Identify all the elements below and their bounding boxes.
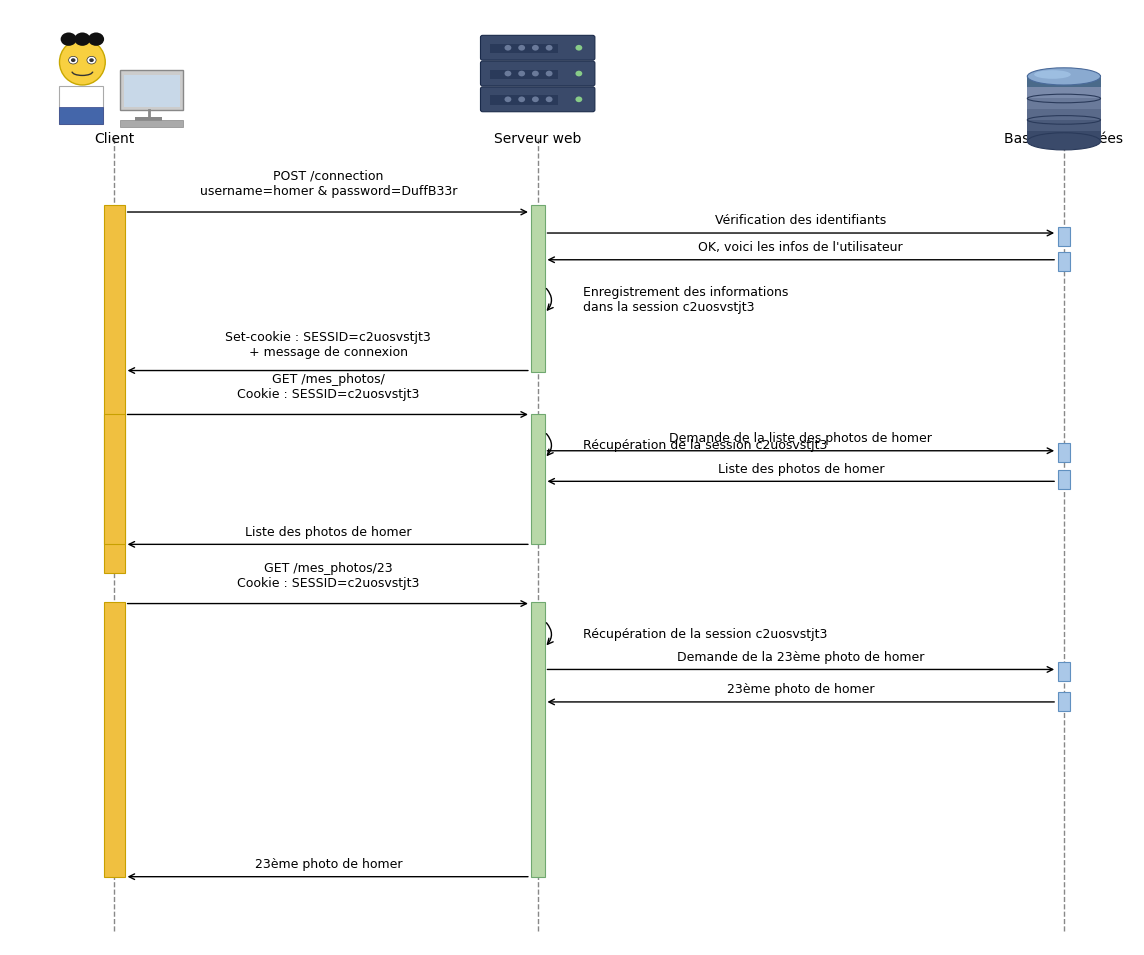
Text: POST /connection
username=homer & password=DuffB33r: POST /connection username=homer & passwo…	[200, 170, 456, 198]
Bar	[490, 96, 558, 105]
Bar	[531, 205, 545, 372]
Bar	[1027, 76, 1101, 141]
Ellipse shape	[59, 39, 105, 85]
Bar	[490, 44, 558, 53]
Text: Récupération de la session c2uosvstjt3: Récupération de la session c2uosvstjt3	[583, 438, 828, 452]
Circle shape	[518, 71, 525, 76]
Circle shape	[532, 45, 539, 51]
Bar	[135, 117, 162, 122]
Bar	[1058, 692, 1071, 711]
Bar	[531, 414, 545, 544]
Bar	[124, 75, 180, 107]
Circle shape	[69, 56, 78, 64]
Text: Vérification des identifiants: Vérification des identifiants	[715, 214, 887, 227]
Circle shape	[505, 96, 511, 102]
Polygon shape	[59, 86, 103, 124]
Bar	[1058, 662, 1071, 681]
Circle shape	[546, 71, 553, 76]
Circle shape	[89, 58, 94, 62]
FancyBboxPatch shape	[480, 35, 595, 60]
Text: Demande de la 23ème photo de homer: Demande de la 23ème photo de homer	[677, 650, 924, 664]
Bar	[1058, 227, 1071, 246]
Bar	[104, 205, 125, 573]
Bar	[1027, 86, 1101, 98]
Bar	[1027, 75, 1101, 87]
Text: Client: Client	[94, 132, 135, 146]
Bar	[59, 107, 103, 124]
Text: GET /mes_photos/
Cookie : SESSID=c2uosvstjt3: GET /mes_photos/ Cookie : SESSID=c2uosvs…	[237, 373, 420, 401]
Text: Demande de la liste des photos de homer: Demande de la liste des photos de homer	[669, 432, 932, 445]
Circle shape	[87, 56, 96, 64]
Bar	[1058, 443, 1071, 462]
Text: Récupération de la session c2uosvstjt3: Récupération de la session c2uosvstjt3	[583, 627, 828, 641]
Bar	[1027, 97, 1101, 109]
Circle shape	[532, 96, 539, 102]
Text: Base de données: Base de données	[1004, 132, 1123, 146]
Circle shape	[518, 96, 525, 102]
FancyBboxPatch shape	[120, 70, 183, 110]
FancyBboxPatch shape	[480, 61, 595, 86]
Bar	[1058, 252, 1071, 271]
Text: GET /mes_photos/23
Cookie : SESSID=c2uosvstjt3: GET /mes_photos/23 Cookie : SESSID=c2uos…	[237, 562, 420, 590]
Bar	[490, 70, 558, 79]
Text: Liste des photos de homer: Liste des photos de homer	[717, 462, 884, 476]
Text: Liste des photos de homer: Liste des photos de homer	[245, 525, 412, 539]
Circle shape	[71, 58, 76, 62]
Circle shape	[505, 71, 511, 76]
Circle shape	[546, 96, 553, 102]
Circle shape	[575, 71, 582, 76]
Circle shape	[74, 32, 90, 46]
Bar	[120, 120, 183, 127]
Text: Serveur web: Serveur web	[494, 132, 581, 146]
Bar	[1058, 470, 1071, 489]
Text: Set-cookie : SESSID=c2uosvstjt3
+ message de connexion: Set-cookie : SESSID=c2uosvstjt3 + messag…	[225, 331, 431, 359]
Text: OK, voici les infos de l'utilisateur: OK, voici les infos de l'utilisateur	[699, 241, 903, 254]
Ellipse shape	[1027, 133, 1101, 150]
Text: Enregistrement des informations
dans la session c2uosvstjt3: Enregistrement des informations dans la …	[583, 286, 789, 314]
FancyBboxPatch shape	[480, 87, 595, 112]
Circle shape	[532, 71, 539, 76]
Bar	[531, 602, 545, 877]
Bar	[1027, 108, 1101, 119]
Bar	[1027, 130, 1101, 141]
Bar	[104, 602, 125, 877]
Bar	[104, 414, 125, 544]
Circle shape	[575, 96, 582, 102]
Bar	[1027, 118, 1101, 131]
Circle shape	[61, 32, 77, 46]
Text: 23ème photo de homer: 23ème photo de homer	[728, 683, 874, 696]
Text: 23ème photo de homer: 23ème photo de homer	[255, 858, 402, 871]
Ellipse shape	[1027, 68, 1101, 85]
Circle shape	[505, 45, 511, 51]
Circle shape	[518, 45, 525, 51]
Ellipse shape	[1034, 71, 1071, 79]
Circle shape	[546, 45, 553, 51]
Circle shape	[575, 45, 582, 51]
Circle shape	[88, 32, 104, 46]
